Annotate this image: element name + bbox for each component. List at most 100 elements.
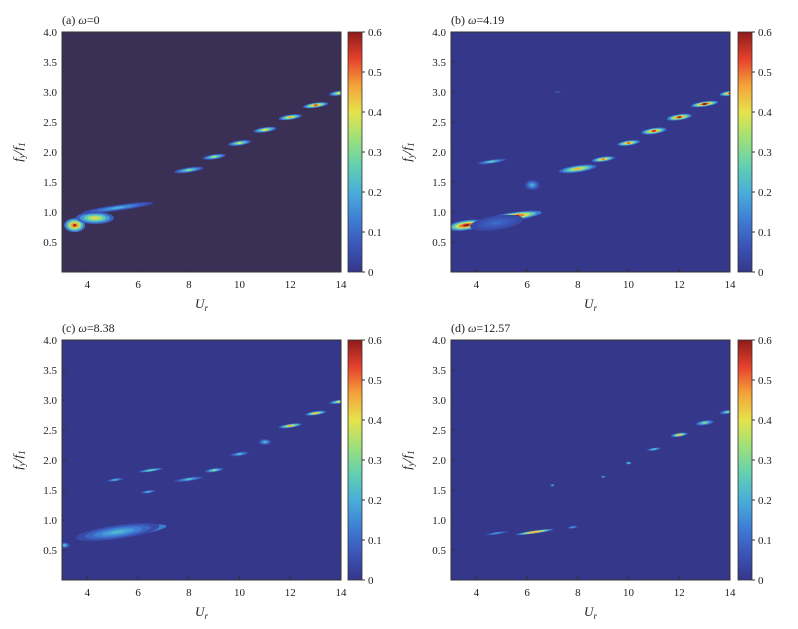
y-tick-label: 4.0 (432, 335, 446, 347)
contour-blob-3-level-3 (145, 469, 156, 472)
x-tick-label: 4 (85, 587, 91, 599)
x-tick-label: 12 (674, 587, 685, 599)
x-tick-label: 4 (474, 279, 480, 291)
y-tick-label: 4.0 (432, 27, 446, 39)
x-axis-label: Ur (195, 604, 208, 621)
panel-title: (d) ω=12.57 (451, 321, 510, 335)
colorbar-tick-label: 0.4 (758, 107, 772, 119)
colorbar-tick-label: 0.2 (758, 187, 772, 199)
contour-blob-4-level-4 (488, 160, 495, 163)
x-axis: 4 6 8 10 12 14 (474, 268, 736, 291)
contour-blob-12-level-3 (555, 90, 560, 94)
plot-background (62, 340, 341, 580)
contour-blob-9-level-4 (677, 116, 682, 119)
x-tick-label: 10 (234, 587, 246, 599)
y-tick-label: 0.5 (43, 237, 57, 249)
colorbar-tick-label: 0 (758, 575, 764, 587)
contour-blob-6-level-4 (262, 128, 267, 131)
contour-blob-4-level-3 (112, 478, 119, 481)
x-axis-label: Ur (195, 296, 208, 313)
y-tick-label: 2.0 (43, 147, 57, 159)
colorbar-tick-label: 0.4 (368, 415, 382, 427)
contour-blob-2-level-3 (570, 526, 576, 529)
colorbar: 0 0.1 0.2 0.3 0.4 0.5 0.6 (347, 335, 382, 587)
contour-blob-11-level-3 (725, 92, 730, 95)
x-tick-label: 4 (85, 279, 91, 291)
plot-background (62, 32, 341, 272)
contour-blob-9-level-4 (263, 441, 267, 443)
x-axis-label: Ur (584, 296, 597, 313)
colorbar-tick-label: 0.5 (368, 375, 382, 387)
y-tick-label: 2.5 (43, 425, 57, 437)
colorbar-tick-label: 0.6 (758, 335, 772, 347)
colorbar-gradient (347, 31, 363, 273)
contour-blob-1-level-4 (91, 216, 99, 220)
colorbar-tick-label: 0 (368, 267, 374, 279)
x-tick-label: 10 (623, 279, 635, 291)
y-tick-label: 2.0 (43, 455, 57, 467)
colorbar-tick-label: 0.6 (758, 27, 772, 39)
contour-blob-8-level-4 (313, 104, 318, 107)
colorbar-tick-label: 0.5 (368, 67, 382, 79)
y-tick-label: 3.5 (432, 57, 446, 69)
y-tick-label: 1.5 (43, 177, 57, 189)
panel-3: 4 6 8 10 12 14 0.5 1.0 1.5 2.0 2.5 3.0 3.5 4.0 (c) ω=8… (10, 321, 382, 621)
colorbar: 0 0.1 0.2 0.3 0.4 0.5 0.6 (347, 27, 382, 279)
y-tick-label: 1.5 (432, 177, 446, 189)
y-tick-label: 2.0 (432, 147, 446, 159)
contour-blob-4-level-4 (212, 155, 217, 158)
contour-blob-7-level-4 (212, 469, 216, 472)
contour-layer (64, 90, 341, 233)
plot-background (451, 32, 730, 272)
contour-blob-9-level-4 (725, 410, 729, 414)
x-axis: 4 6 8 10 12 14 (85, 576, 347, 599)
y-tick-label: 1.0 (432, 207, 446, 219)
colorbar-tick-label: 0.4 (368, 107, 382, 119)
colorbar-tick-label: 0 (758, 267, 764, 279)
y-tick-label: 0.5 (432, 545, 446, 557)
x-tick-label: 14 (336, 587, 348, 599)
y-tick-label: 4.0 (43, 335, 57, 347)
y-tick-label: 0.5 (43, 545, 57, 557)
y-axis: 0.5 1.0 1.5 2.0 2.5 3.0 3.5 4.0 (432, 335, 455, 557)
contour-blob-1-level-4 (110, 530, 126, 534)
contour-blob-5-level-3 (627, 462, 630, 464)
panel-title: (c) ω=8.38 (62, 321, 115, 335)
panel-2: 4 6 8 10 12 14 0.5 1.0 1.5 2.0 2.5 3.0 3.5 4.0 (b) ω=4… (399, 13, 772, 313)
x-tick-label: 4 (474, 587, 480, 599)
x-tick-label: 8 (575, 587, 581, 599)
colorbar-tick-label: 0.2 (368, 187, 382, 199)
contour-blob-4-level-3 (602, 475, 605, 478)
contour-blob-8-level-4 (651, 129, 657, 133)
y-tick-label: 3.0 (432, 87, 446, 99)
panel-4: 4 6 8 10 12 14 0.5 1.0 1.5 2.0 2.5 3.0 3.5 4.0 (d) ω=1… (399, 321, 772, 621)
y-tick-label: 1.0 (43, 515, 57, 527)
contour-blob-6-level-4 (601, 158, 606, 161)
x-tick-label: 12 (674, 279, 685, 291)
y-tick-label: 2.5 (432, 117, 446, 129)
contour-layer (62, 399, 341, 549)
y-axis-label: fy/f1 (10, 450, 27, 469)
colorbar-tick-label: 0.3 (368, 455, 382, 467)
y-axis-label: fy/f1 (399, 142, 416, 161)
colorbar-tick-label: 0.5 (758, 375, 772, 387)
panel-1: 4 6 8 10 12 14 0.5 1.0 1.5 2.0 2.5 3.0 3.5 4.0 (a) ω=0… (10, 13, 382, 313)
contour-blob-6-level-4 (186, 478, 192, 481)
x-tick-label: 14 (725, 587, 737, 599)
x-axis: 4 6 8 10 12 14 (474, 576, 736, 599)
y-axis-label: fy/f1 (399, 450, 416, 469)
colorbar-tick-label: 0.6 (368, 27, 382, 39)
contour-blob-2-level-4 (111, 206, 125, 210)
contour-blob-9-level-4 (336, 92, 341, 95)
x-tick-label: 8 (186, 279, 192, 291)
x-tick-label: 6 (135, 587, 141, 599)
y-tick-label: 1.5 (43, 485, 57, 497)
contour-blob-10-level-4 (702, 102, 708, 106)
colorbar-tick-label: 0.1 (368, 535, 382, 547)
plot-background (451, 340, 730, 580)
x-tick-label: 14 (336, 279, 348, 291)
y-tick-label: 2.0 (432, 455, 446, 467)
colorbar-tick-label: 0.4 (758, 415, 772, 427)
x-tick-label: 12 (285, 279, 296, 291)
colorbar-tick-label: 0.3 (758, 455, 772, 467)
